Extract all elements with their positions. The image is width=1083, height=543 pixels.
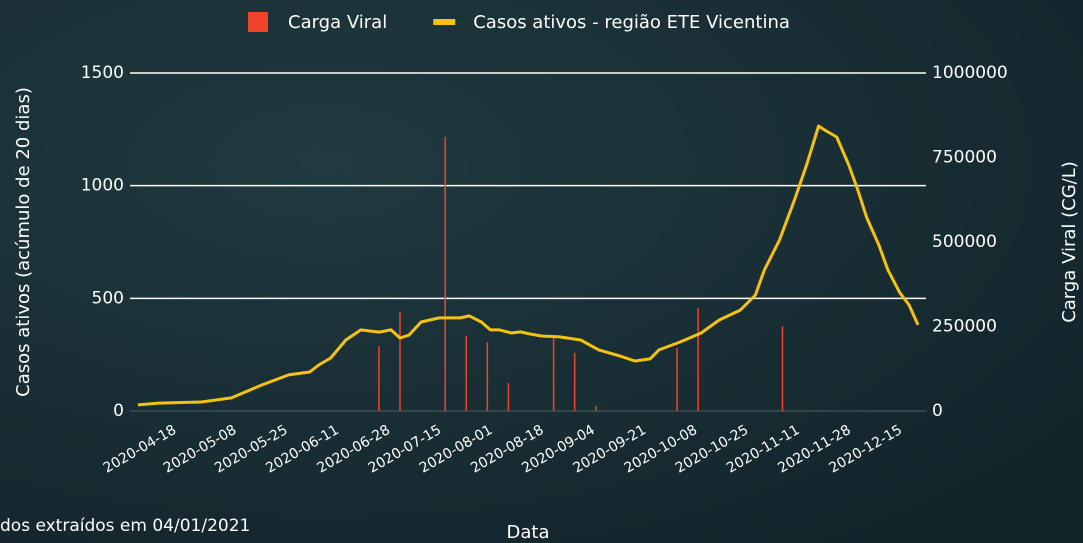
bar [465, 335, 468, 411]
y2-tick-label: 250000 [932, 317, 997, 337]
bar [781, 326, 784, 411]
bar [573, 352, 576, 411]
legend-swatch [248, 12, 268, 32]
y-tick-label: 0 [113, 401, 124, 421]
y-tick-label: 1500 [81, 63, 124, 83]
legend-swatch [433, 19, 456, 25]
bar [595, 405, 597, 411]
bar [486, 342, 489, 411]
bar [378, 346, 380, 411]
bar [399, 311, 401, 411]
legend-label: Casos ativos - região ETE Vicentina [473, 12, 790, 33]
y-tick-label: 500 [92, 288, 124, 308]
bar [552, 336, 555, 411]
bar [676, 348, 678, 411]
x-axis-label: Data [507, 522, 550, 543]
bar [697, 307, 699, 411]
y-axis-label: Casos ativos (acúmulo de 20 dias) [13, 87, 34, 397]
legend-label: Carga Viral [288, 12, 387, 33]
y2-tick-label: 0 [932, 401, 943, 421]
y-tick-label: 1000 [81, 176, 124, 196]
y2-tick-label: 500000 [932, 232, 997, 252]
y2-axis-label: Carga Viral (CG/L) [1059, 161, 1080, 323]
bar [507, 382, 510, 411]
line [137, 124, 920, 407]
note: dos extraídos em 04/01/2021 [0, 516, 250, 536]
bar [444, 136, 446, 411]
y2-tick-label: 750000 [932, 148, 997, 168]
y2-tick-label: 1000000 [932, 63, 1008, 83]
